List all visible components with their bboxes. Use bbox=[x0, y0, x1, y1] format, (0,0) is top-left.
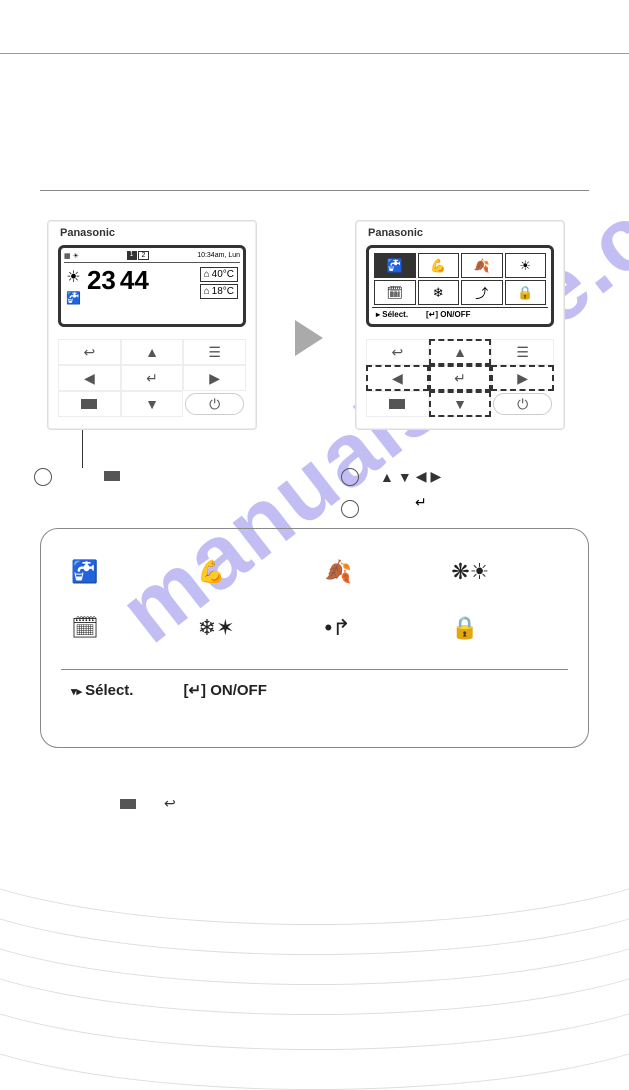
legend-power-icon: 💪 bbox=[198, 559, 305, 585]
clock-label: 10:34am, Lun bbox=[197, 252, 240, 259]
quick-menu-button-r[interactable] bbox=[366, 391, 429, 417]
legend-leaf-icon: 🍂 bbox=[325, 559, 432, 585]
legend-defrost-icon: ❄✶ bbox=[198, 615, 305, 641]
screen-select-label: ▸ Sélect. bbox=[376, 310, 408, 319]
lcd-screen-menu: 🚰 💪 🍂 ☀ 🗓 ❄ ⤴ 🔒 ▸ Sélect. [↵] ON/OFF bbox=[366, 245, 554, 327]
power-button-r[interactable]: ⏻ bbox=[493, 393, 552, 415]
legend-panel: 🚰 💪 🍂 ❋☀ 🗓 ❄✶ •↱ 🔒 ▾▸ Sélect. [↵] ON/OFF bbox=[40, 528, 589, 748]
back-button[interactable]: ↩ bbox=[58, 339, 121, 365]
callout-2-icon bbox=[341, 468, 359, 486]
menu-icon-heat: ☀ bbox=[505, 253, 547, 278]
legend-lock-icon: 🔒 bbox=[451, 615, 558, 641]
screen-onoff-label: [↵] ON/OFF bbox=[426, 310, 470, 319]
down-button-r[interactable]: ▼ bbox=[429, 391, 492, 417]
right-button[interactable]: ▶ bbox=[183, 365, 246, 391]
back-button-r[interactable]: ↩ bbox=[366, 339, 429, 365]
remote-panel-main: Panasonic ▦☀ 1 2 10:34am, Lun ☀ 🚰 23 44 bbox=[47, 220, 257, 430]
transition-arrow-icon bbox=[295, 320, 323, 356]
left-button-r[interactable]: ◀ bbox=[366, 365, 429, 391]
callout-2-arrows: ▲ ▼ ◀ ▶ bbox=[380, 468, 441, 485]
legend-heat-icon: ❋☀ bbox=[451, 559, 558, 585]
arrow-down-icon: ▼ bbox=[398, 469, 412, 485]
enter-button[interactable]: ↵ bbox=[121, 365, 184, 391]
legend-reset-icon: •↱ bbox=[325, 615, 432, 641]
menu-icon-defrost: ❄ bbox=[418, 280, 460, 305]
outdoor-low: 18°C bbox=[212, 286, 234, 297]
control-pad-left: ↩ ▲ ☰ ◀ ↵ ▶ ▼ ⏻ bbox=[48, 331, 256, 429]
temp-right: 44 bbox=[118, 267, 151, 305]
callout-line-1 bbox=[82, 430, 83, 468]
up-button[interactable]: ▲ bbox=[121, 339, 184, 365]
left-button[interactable]: ◀ bbox=[58, 365, 121, 391]
brand-label-right: Panasonic bbox=[356, 221, 564, 241]
menu-icon-lock: 🔒 bbox=[505, 280, 547, 305]
outdoor-high: 40°C bbox=[212, 269, 234, 280]
menu-icon-timer: 🗓 bbox=[374, 280, 416, 305]
menu-icon-reset: ⤴ bbox=[461, 280, 503, 305]
outdoor-low-icon: ⌂ bbox=[204, 286, 210, 297]
power-button[interactable]: ⏻ bbox=[185, 393, 244, 415]
zone-tab-2: 2 bbox=[138, 251, 150, 260]
quick-menu-button[interactable] bbox=[58, 391, 121, 417]
mode-icon-sun: ☀ bbox=[66, 267, 80, 287]
top-divider bbox=[0, 53, 629, 54]
menu-icon-power: 💪 bbox=[418, 253, 460, 278]
arrow-left-icon: ◀ bbox=[416, 468, 427, 485]
mode-icon-tap: 🚰 bbox=[66, 291, 81, 305]
decorative-wave bbox=[0, 910, 629, 1090]
remote-panel-menu: Panasonic 🚰 💪 🍂 ☀ 🗓 ❄ ⤴ 🔒 ▸ Sélect. [↵] … bbox=[355, 220, 565, 430]
menu-icon-tap: 🚰 bbox=[374, 253, 416, 278]
control-pad-right: ↩ ▲ ☰ ◀ ↵ ▶ ▼ ⏻ bbox=[356, 331, 564, 429]
menu-icon-leaf: 🍂 bbox=[461, 253, 503, 278]
menu-button[interactable]: ☰ bbox=[183, 339, 246, 365]
legend-select-label: ▾▸ Sélect. bbox=[71, 682, 133, 699]
down-button[interactable]: ▼ bbox=[121, 391, 184, 417]
zone-tab-1: 1 bbox=[127, 251, 137, 260]
screen-status-bar: ▦☀ 1 2 10:34am, Lun bbox=[64, 251, 240, 263]
enter-button-r[interactable]: ↵ bbox=[429, 365, 492, 391]
callout-3-icon bbox=[341, 500, 359, 518]
legend-tap-icon: 🚰 bbox=[71, 559, 178, 585]
outdoor-high-icon: ⌂ bbox=[204, 269, 210, 280]
menu-button-r[interactable]: ☰ bbox=[491, 339, 554, 365]
mid-divider bbox=[40, 190, 589, 191]
legend-timer-icon: 🗓 bbox=[71, 615, 178, 641]
callout-1-grid-icon bbox=[104, 468, 120, 486]
temp-left: 23 bbox=[85, 267, 118, 305]
lcd-screen-main: ▦☀ 1 2 10:34am, Lun ☀ 🚰 23 44 ⌂40°C bbox=[58, 245, 246, 327]
arrow-right-icon: ▶ bbox=[431, 468, 442, 485]
legend-divider bbox=[61, 669, 568, 670]
callout-1-icon bbox=[34, 468, 52, 486]
legend-onoff-label: [↵] ON/OFF bbox=[183, 681, 266, 699]
up-button-r[interactable]: ▲ bbox=[429, 339, 492, 365]
right-button-r[interactable]: ▶ bbox=[491, 365, 554, 391]
arrow-up-icon: ▲ bbox=[380, 469, 394, 485]
callout-3-enter-icon: ↵ bbox=[415, 494, 427, 511]
brand-label: Panasonic bbox=[48, 221, 256, 241]
